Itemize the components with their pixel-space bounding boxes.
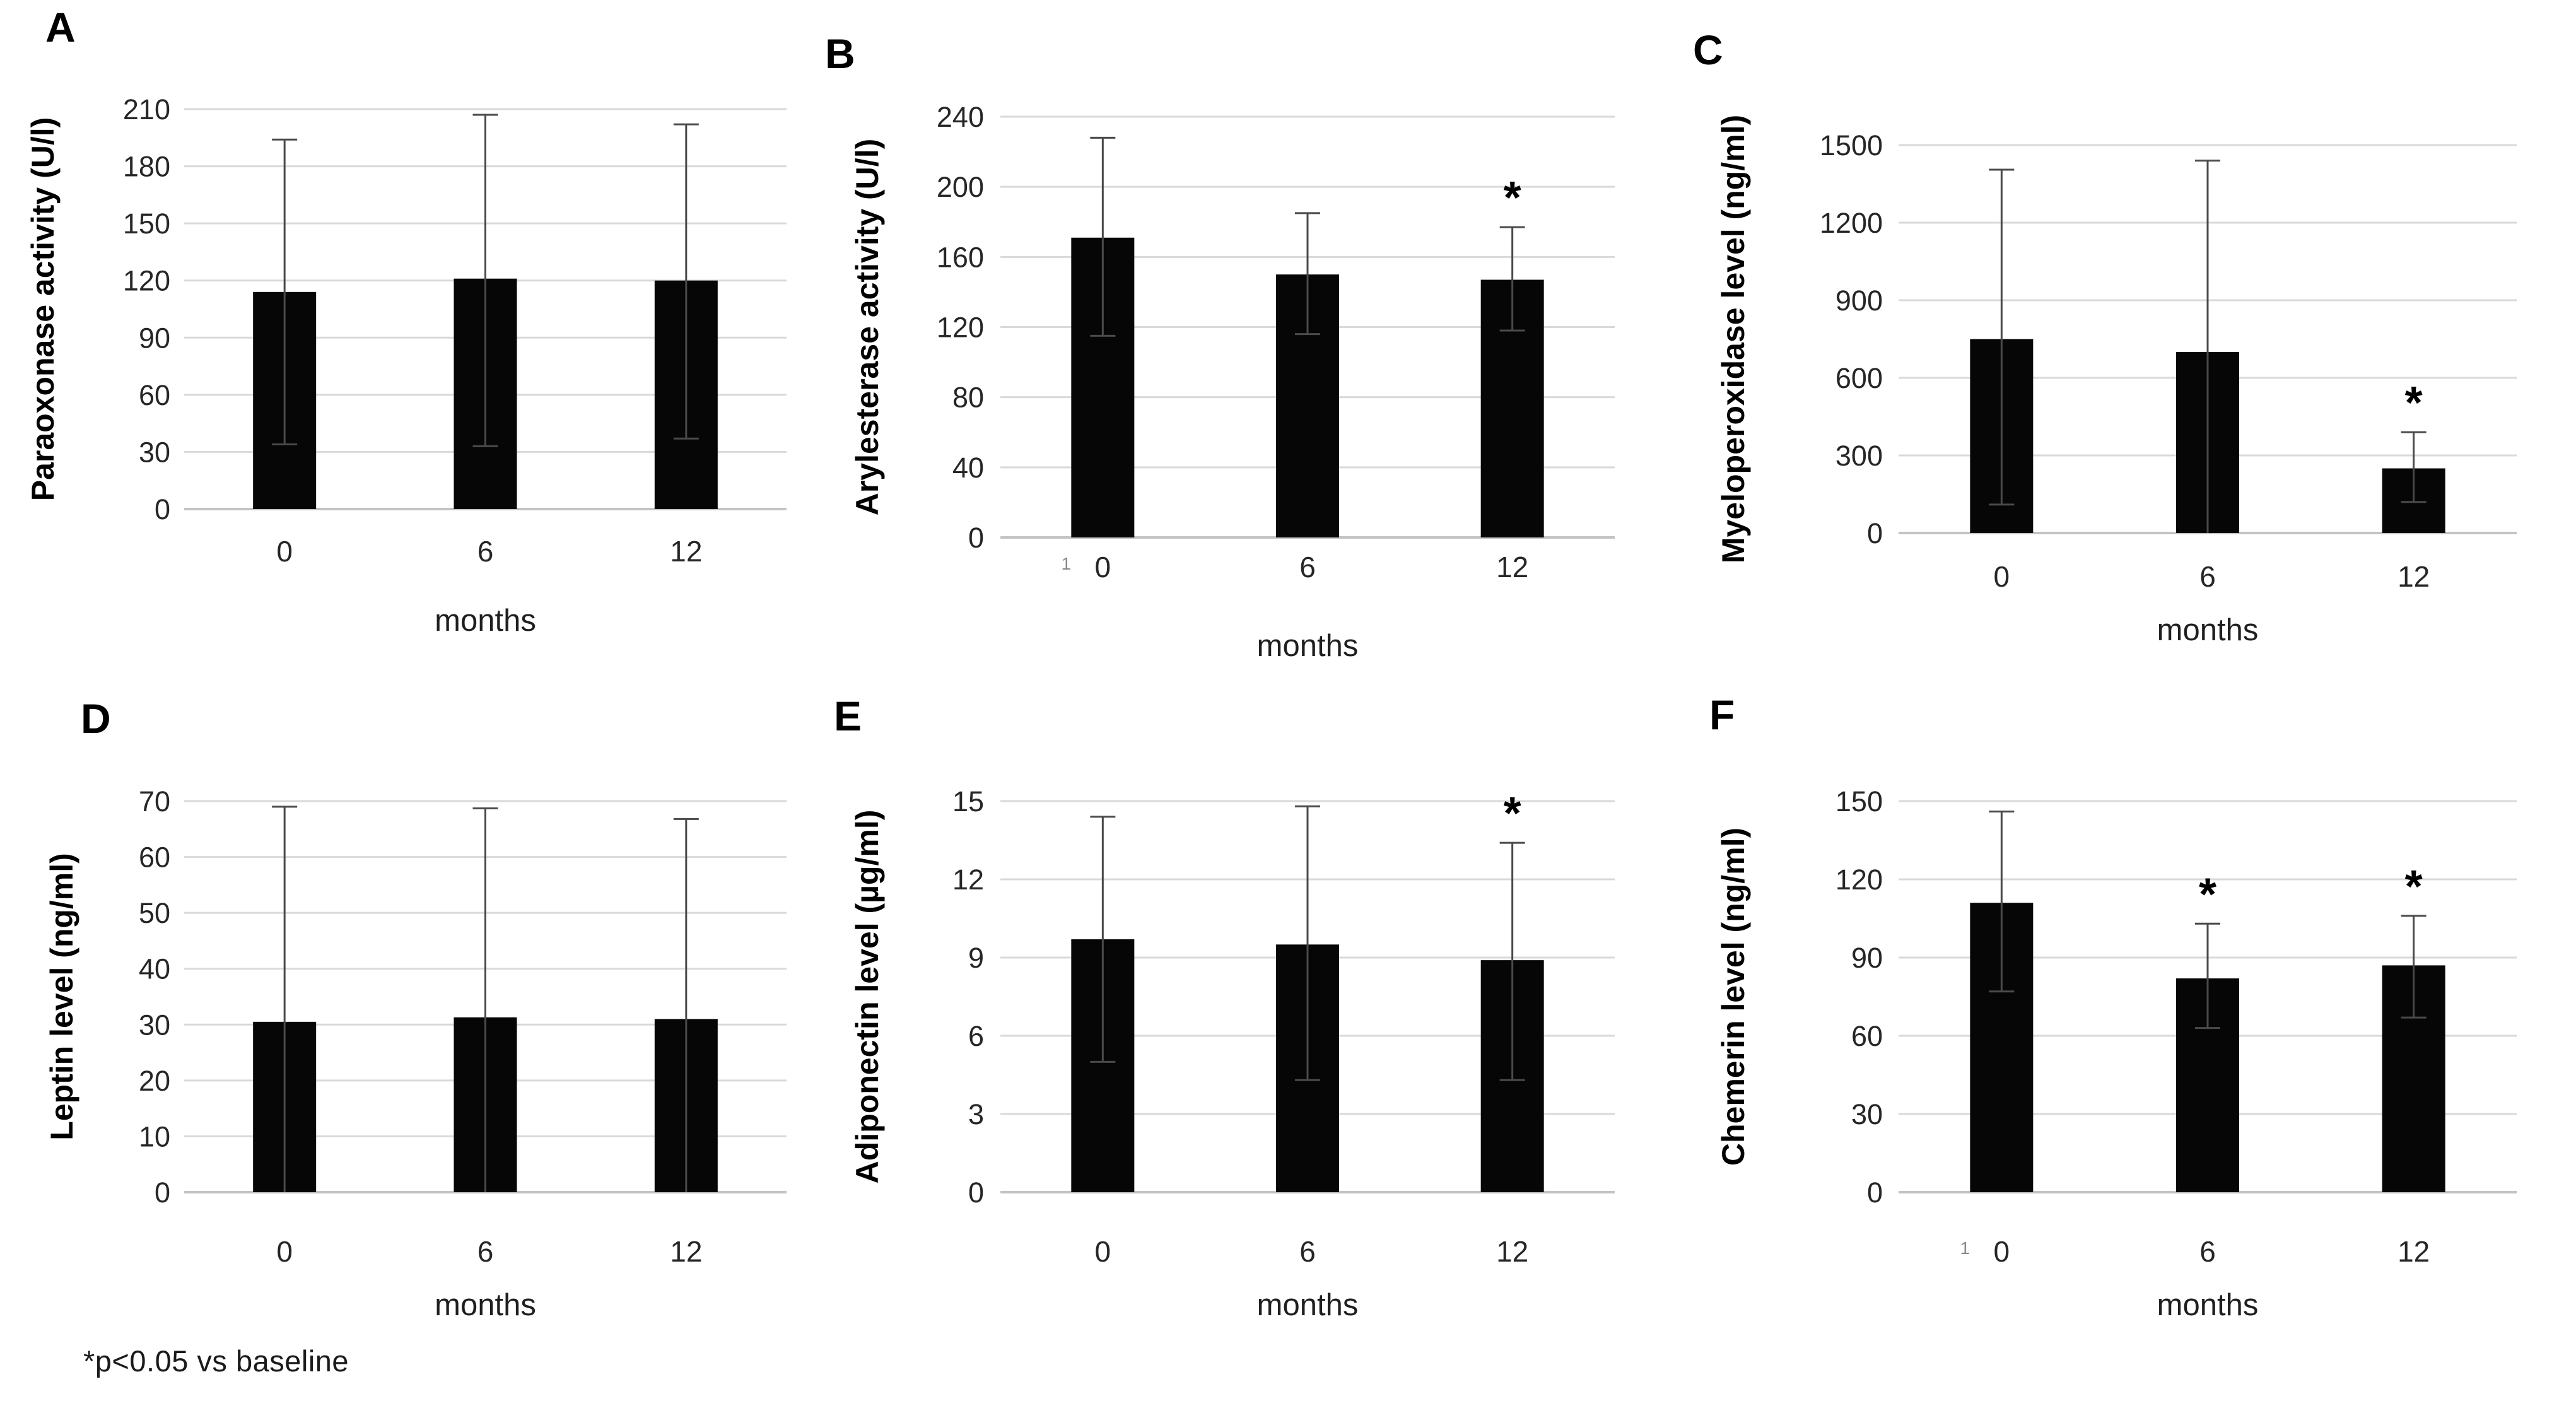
y-tick-label: 12 xyxy=(952,864,984,896)
significance-star: * xyxy=(1504,788,1521,839)
y-tick-label: 0 xyxy=(155,1176,170,1209)
x-tick-label: 12 xyxy=(1496,1235,1528,1268)
panel-letter: C xyxy=(1693,26,1723,73)
x-tick-label: 12 xyxy=(2397,560,2430,593)
y-axis-title: Paraoxonase activity (U/l) xyxy=(25,117,61,501)
y-tick-label: 20 xyxy=(139,1065,170,1097)
panel-letter: F xyxy=(1709,691,1735,738)
y-tick-label: 6 xyxy=(968,1020,984,1052)
tick-artifact: 1 xyxy=(1960,1238,1970,1258)
x-tick-label: 6 xyxy=(477,535,494,568)
panel-letter: A xyxy=(45,4,76,50)
x-axis-title: months xyxy=(1257,629,1359,663)
y-tick-label: 90 xyxy=(1851,942,1883,974)
x-tick-label: 6 xyxy=(2199,560,2216,593)
x-tick-label: 6 xyxy=(477,1235,494,1268)
y-tick-label: 0 xyxy=(1867,517,1883,549)
y-tick-label: 0 xyxy=(155,493,170,525)
x-tick-label: 0 xyxy=(1994,1235,2010,1268)
y-axis-title: Myeloperoxidase level (ng/ml) xyxy=(1716,115,1751,563)
y-tick-label: 10 xyxy=(139,1120,170,1152)
x-axis-title: months xyxy=(435,604,536,638)
x-axis-title: months xyxy=(1257,1288,1359,1322)
significance-footnote: *p<0.05 vs baseline xyxy=(83,1344,349,1378)
x-tick-label: 0 xyxy=(276,535,293,568)
y-tick-label: 60 xyxy=(139,841,170,874)
significance-star: * xyxy=(2405,378,2423,428)
y-tick-label: 300 xyxy=(1835,440,1883,472)
panel-letter: E xyxy=(834,693,862,739)
y-tick-label: 240 xyxy=(937,101,984,133)
y-tick-label: 900 xyxy=(1835,284,1883,317)
x-tick-label: 6 xyxy=(1299,1235,1316,1268)
x-tick-label: 12 xyxy=(670,1235,702,1268)
y-tick-label: 0 xyxy=(968,1176,984,1209)
y-tick-label: 30 xyxy=(139,1009,170,1041)
x-axis-title: months xyxy=(2157,1288,2259,1322)
y-tick-label: 120 xyxy=(1835,864,1883,896)
x-tick-label: 12 xyxy=(1496,551,1528,583)
y-tick-label: 9 xyxy=(968,942,984,974)
y-tick-label: 60 xyxy=(139,379,170,411)
y-tick-label: 40 xyxy=(952,452,984,484)
y-axis-title: Arylesterase activity (U/l) xyxy=(850,139,885,516)
y-tick-label: 30 xyxy=(1851,1098,1883,1130)
y-tick-label: 80 xyxy=(952,382,984,414)
y-tick-label: 200 xyxy=(937,171,984,203)
tick-artifact: 1 xyxy=(1062,554,1072,573)
y-tick-label: 120 xyxy=(937,312,984,344)
x-tick-label: 6 xyxy=(2199,1235,2216,1268)
y-tick-label: 70 xyxy=(139,785,170,818)
y-tick-label: 1500 xyxy=(1820,129,1883,161)
y-tick-label: 600 xyxy=(1835,362,1883,394)
panel-letter: B xyxy=(825,30,855,77)
x-axis-title: months xyxy=(435,1288,536,1322)
panel-letter: D xyxy=(81,695,111,742)
x-tick-label: 6 xyxy=(1299,551,1316,583)
y-tick-label: 160 xyxy=(937,241,984,273)
y-tick-label: 15 xyxy=(952,785,984,818)
y-tick-label: 40 xyxy=(139,953,170,985)
y-tick-label: 120 xyxy=(123,265,170,297)
x-tick-label: 0 xyxy=(1095,1235,1111,1268)
y-tick-label: 0 xyxy=(1867,1176,1883,1209)
x-tick-label: 0 xyxy=(1095,551,1111,583)
x-axis-title: months xyxy=(2157,613,2259,647)
x-tick-label: 12 xyxy=(2397,1235,2430,1268)
y-tick-label: 0 xyxy=(968,522,984,554)
y-tick-label: 30 xyxy=(139,436,170,468)
significance-star: * xyxy=(2199,869,2216,920)
y-axis-title: Leptin level (ng/ml) xyxy=(44,853,79,1140)
significance-star: * xyxy=(2405,862,2423,912)
y-tick-label: 90 xyxy=(139,322,170,354)
x-tick-label: 12 xyxy=(670,535,702,568)
y-tick-label: 150 xyxy=(1835,785,1883,818)
y-tick-label: 1200 xyxy=(1820,207,1883,239)
y-tick-label: 180 xyxy=(123,151,170,183)
y-tick-label: 3 xyxy=(968,1098,984,1130)
x-tick-label: 0 xyxy=(1994,560,2010,593)
y-axis-title: Adiponectin level (µg/ml) xyxy=(850,810,885,1184)
significance-star: * xyxy=(1504,173,1521,223)
x-tick-label: 0 xyxy=(276,1235,293,1268)
y-tick-label: 150 xyxy=(123,208,170,240)
y-tick-label: 60 xyxy=(1851,1020,1883,1052)
y-tick-label: 50 xyxy=(139,897,170,929)
y-axis-title: Chemerin level (ng/ml) xyxy=(1716,828,1751,1166)
y-tick-label: 210 xyxy=(123,93,170,126)
